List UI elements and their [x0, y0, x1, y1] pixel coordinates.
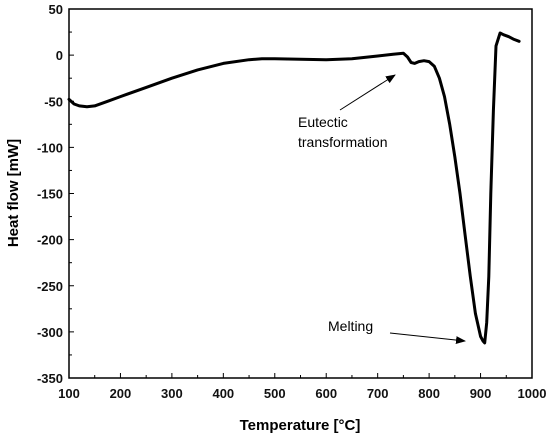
x-tick-label: 100 — [58, 386, 80, 401]
x-tick-label: 400 — [212, 386, 234, 401]
x-tick-label: 500 — [264, 386, 286, 401]
annotation-melting-label: Melting — [328, 318, 373, 334]
y-tick-label: 0 — [56, 48, 63, 63]
y-tick-label: -100 — [37, 140, 63, 155]
x-tick-label: 300 — [161, 386, 183, 401]
y-axis-ticks: 50 0 -50 -100 -150 -200 -250 -300 -350 — [37, 2, 74, 386]
y-tick-label: -150 — [37, 187, 63, 202]
heat-flow-series-line — [67, 31, 521, 345]
x-axis-ticks: 100 200 300 400 500 600 700 800 900 1000 — [58, 373, 546, 401]
x-tick-label: 800 — [418, 386, 440, 401]
y-tick-label: -250 — [37, 279, 63, 294]
y-tick-label: -350 — [37, 371, 63, 386]
annotation-eutectic-line2: transformation — [298, 134, 387, 150]
y-tick-label: -300 — [37, 325, 63, 340]
annotation-eutectic-line1: Eutectic — [298, 114, 348, 130]
annotation-melting-arrow — [389, 332, 466, 345]
x-tick-label: 600 — [315, 386, 337, 401]
x-tick-label: 700 — [367, 386, 389, 401]
y-tick-label: 50 — [49, 2, 63, 17]
y-tick-label: -200 — [37, 233, 63, 248]
x-tick-label: 900 — [470, 386, 492, 401]
y-tick-label: -50 — [44, 94, 63, 109]
plot-frame — [68, 8, 533, 379]
x-tick-label: 200 — [110, 386, 132, 401]
x-axis-title: Temperature [°C] — [240, 417, 361, 434]
annotation-eutectic-arrow — [339, 74, 396, 111]
y-axis-title: Heat flow [mW] — [5, 139, 22, 247]
x-tick-label: 1000 — [518, 386, 547, 401]
